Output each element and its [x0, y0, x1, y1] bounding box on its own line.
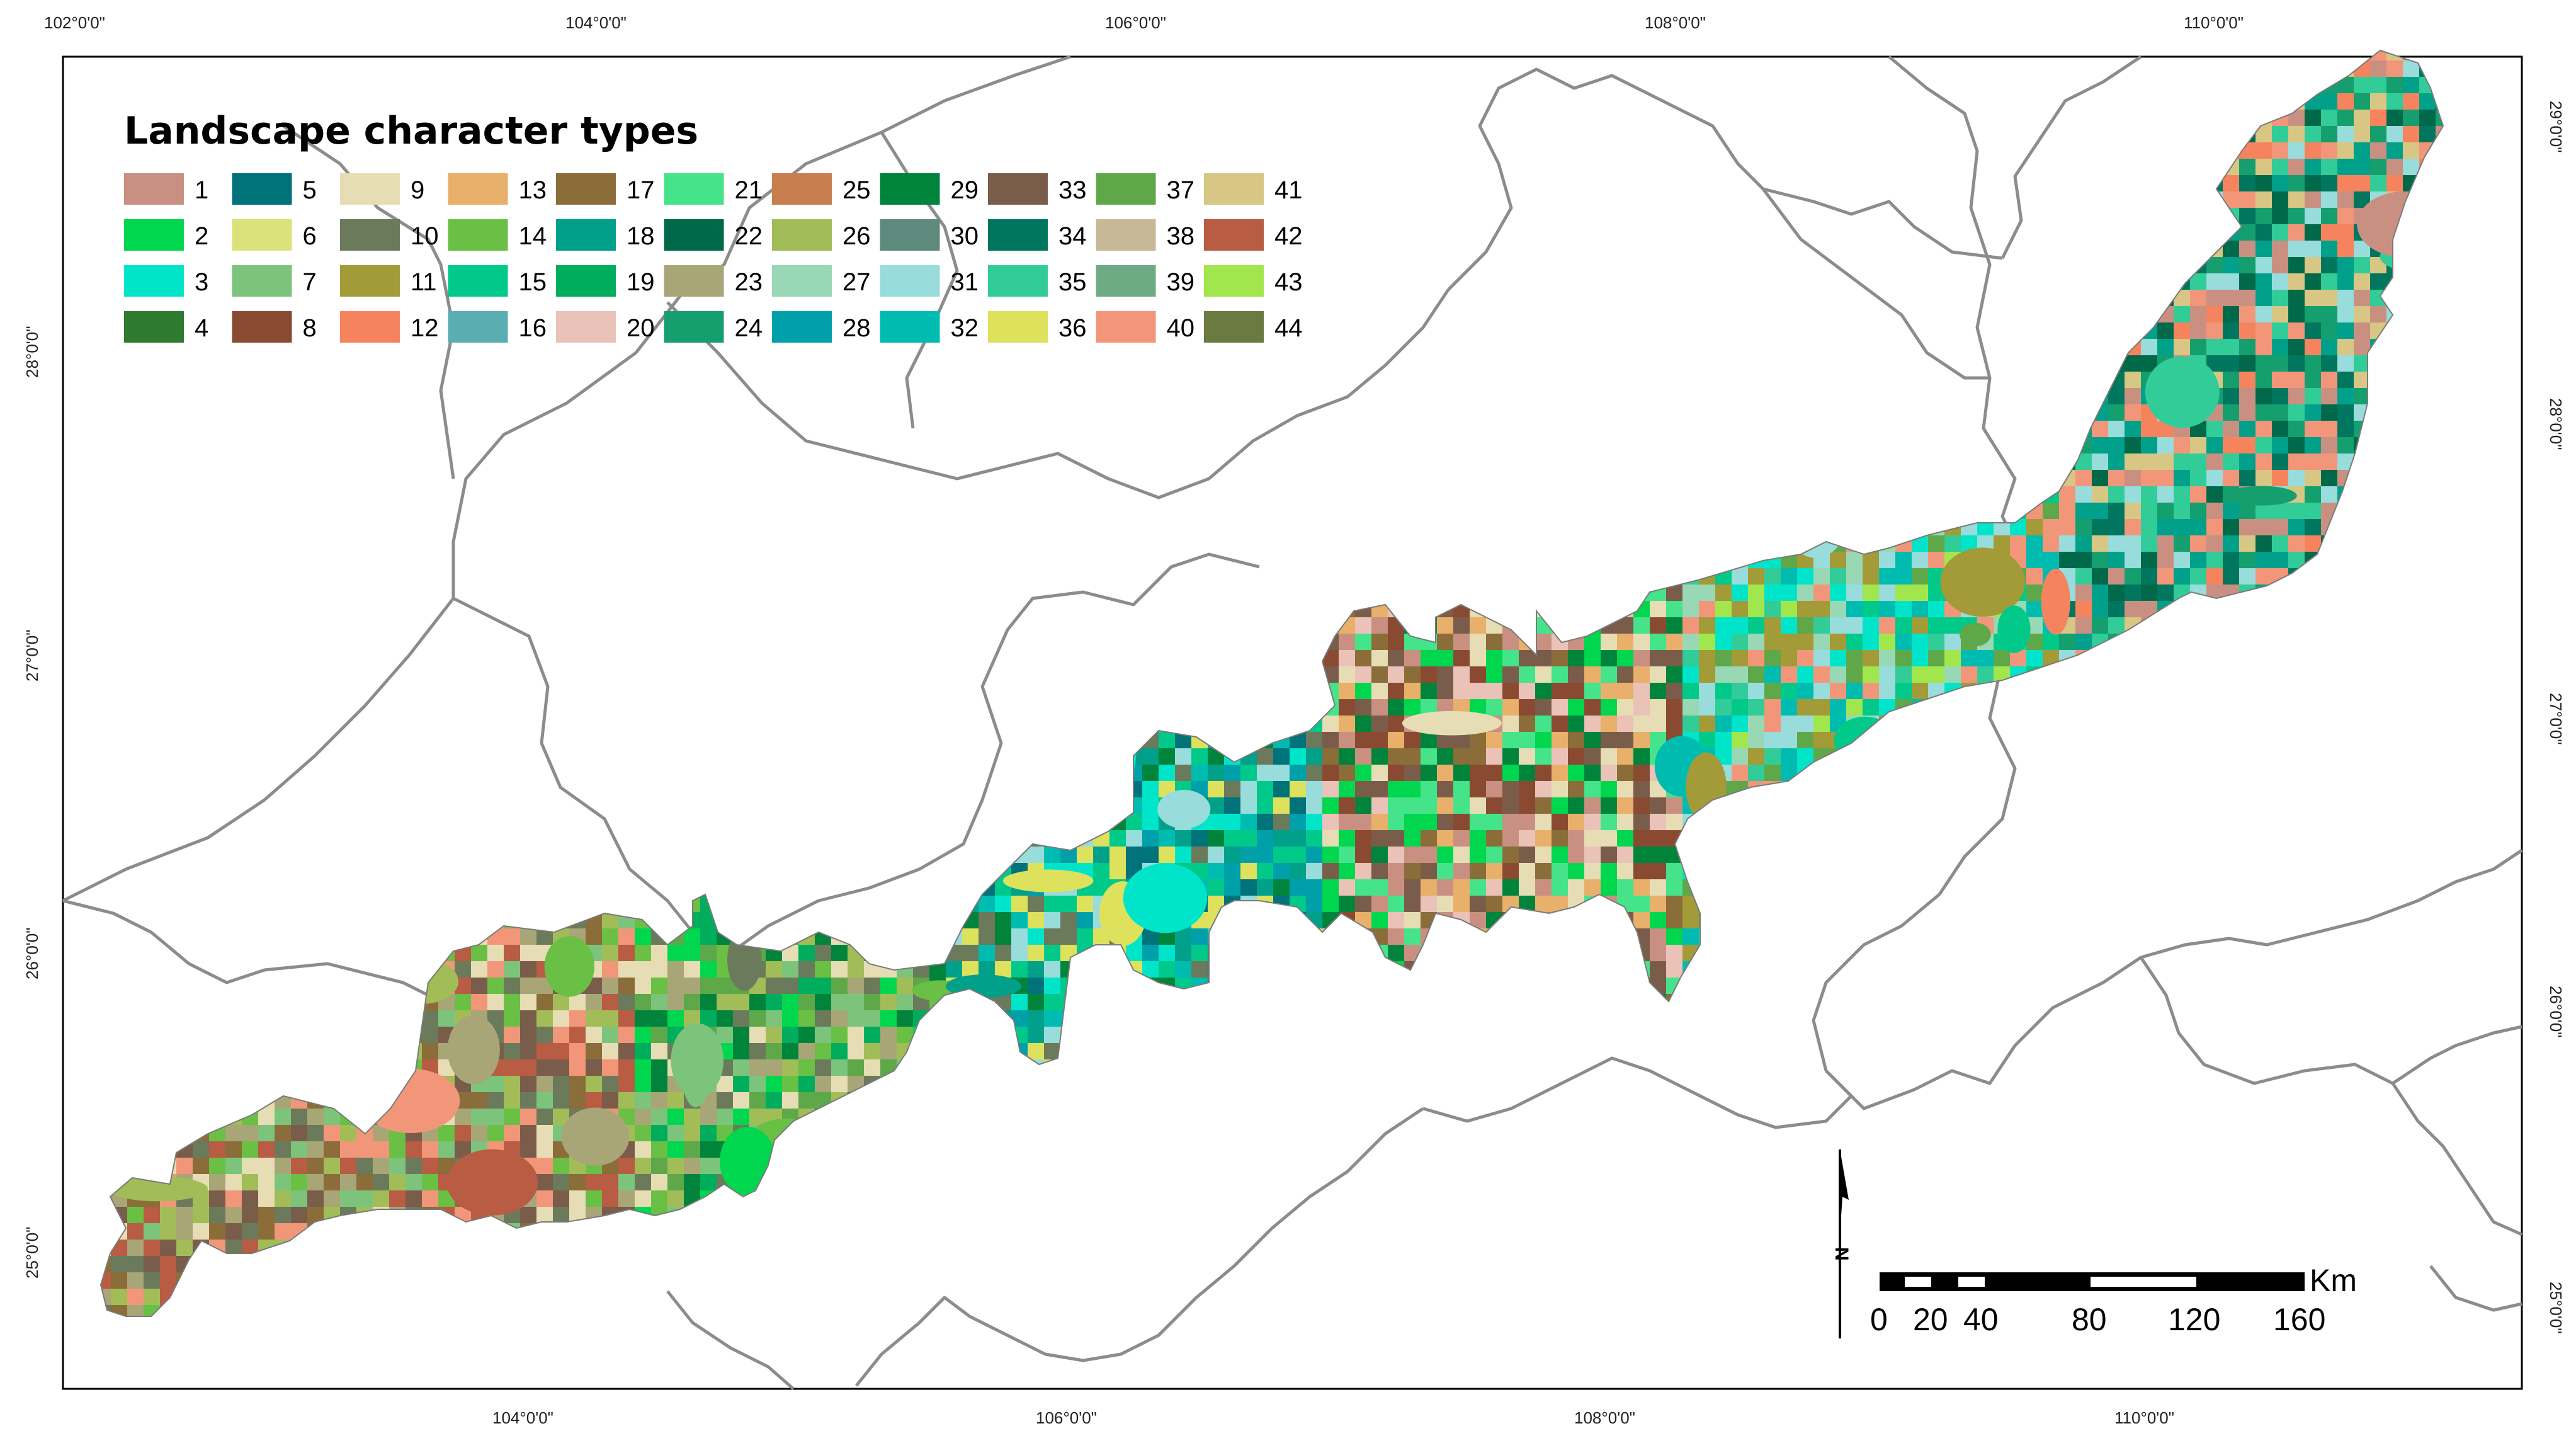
landscape-patch	[2125, 372, 2141, 388]
landscape-patch	[2272, 191, 2288, 208]
landscape-patch	[2239, 535, 2255, 552]
landscape-patch	[2305, 257, 2321, 273]
landscape-patch	[2125, 568, 2141, 585]
landscape-patch	[2108, 421, 2125, 437]
landscape-patch	[2354, 93, 2370, 110]
landscape-patch	[2075, 486, 2092, 503]
landscape-patch	[2370, 93, 2386, 110]
landscape-patch	[2223, 535, 2239, 552]
landscape-patch	[1830, 552, 1846, 568]
landscape-patch	[2223, 273, 2239, 290]
landscape-patch	[2190, 290, 2206, 306]
landscape-patch	[2174, 519, 2190, 535]
landscape-patch	[2223, 404, 2239, 421]
landscape-patch	[2305, 322, 2321, 339]
landscape-patch	[2272, 175, 2288, 191]
landscape-patch	[2223, 175, 2239, 191]
landscape-patch	[2206, 437, 2223, 453]
landscape-patch	[2386, 159, 2403, 175]
landscape-patch	[2125, 470, 2141, 486]
landscape-patch	[2125, 388, 2141, 404]
landscape-patch	[2223, 470, 2239, 486]
landscape-patch	[2125, 585, 2141, 601]
landscape-patch	[2386, 175, 2403, 191]
landscape-patch	[2370, 273, 2386, 290]
landscape-patch	[2272, 273, 2288, 290]
landscape-patch	[2288, 519, 2305, 535]
landscape-patch	[2386, 142, 2403, 159]
landscape-patch	[1781, 568, 1797, 585]
landscape-patch	[2157, 568, 2174, 585]
landscape-patch	[2321, 241, 2337, 257]
landscape-patch	[1764, 568, 1781, 585]
landscape-patch	[2190, 535, 2206, 552]
landscape-patch	[2272, 208, 2288, 224]
landscape-patch	[2337, 142, 2354, 159]
landscape-patch	[2255, 535, 2272, 552]
landscape-patch	[1895, 552, 1912, 568]
landscape-patch	[2141, 585, 2157, 601]
landscape-patch	[2174, 552, 2190, 568]
landscape-patch	[2174, 306, 2190, 322]
landscape-patch	[2092, 486, 2108, 503]
landscape-patch	[2190, 322, 2206, 339]
landscape-patch	[2337, 437, 2354, 453]
landscape-patch	[2223, 372, 2239, 388]
landscape-patch	[1699, 585, 1715, 601]
landscape-patch	[2272, 388, 2288, 404]
landscape-patch	[2321, 486, 2337, 503]
landscape-patch	[2337, 110, 2354, 126]
landscape-patch	[2386, 126, 2403, 142]
landscape-patch	[1846, 552, 1863, 568]
landscape-patch	[2223, 568, 2239, 585]
landscape-patch	[2255, 175, 2272, 191]
landscape-patch	[2255, 159, 2272, 175]
landscape-patch	[2288, 372, 2305, 388]
landscape-patch	[1781, 585, 1797, 601]
landscape-patch	[2239, 552, 2255, 568]
landscape-patch	[2239, 404, 2255, 421]
landscape-patch	[2288, 453, 2305, 470]
landscape-patch	[2419, 110, 2436, 126]
landscape-patch	[2239, 175, 2255, 191]
landscape-patch	[2305, 273, 2321, 290]
landscape-patch	[2337, 339, 2354, 355]
landscape-patch	[2174, 503, 2190, 519]
landscape-patch	[2239, 159, 2255, 175]
landscape-patch	[1944, 535, 1961, 552]
landscape-patch	[2272, 519, 2288, 535]
landscape-patch	[2026, 535, 2043, 552]
landscape-patch	[2190, 552, 2206, 568]
landscape-patch	[2174, 470, 2190, 486]
landscape-patch	[2157, 339, 2174, 355]
landscape-patch	[2190, 453, 2206, 470]
landscape-patch	[2239, 241, 2255, 257]
landscape-patch	[2190, 437, 2206, 453]
landscape-patch	[2125, 486, 2141, 503]
landscape-patch	[2075, 535, 2092, 552]
landscape-patch	[2354, 257, 2370, 273]
